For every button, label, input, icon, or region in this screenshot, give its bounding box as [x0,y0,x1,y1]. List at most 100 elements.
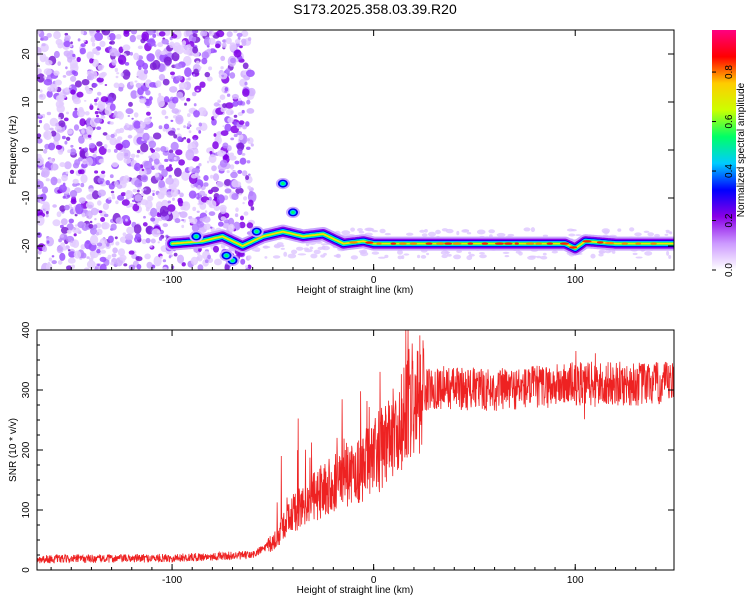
spectrogram-noise-blob [246,69,255,78]
spectrogram-noise-blob [163,123,170,130]
spectrogram-noise-blob [143,69,148,75]
spectrogram-noise-blob [536,255,542,259]
spectrogram-noise-blob [379,228,386,234]
spectrogram-noise-blob [210,226,213,229]
spectrogram-noise-blob [64,140,68,145]
spectrogram-noise-blob [185,149,195,161]
spectrogram-noise-blob [97,263,100,267]
spectrogram-noise-blob [97,91,102,96]
spectrogram-noise-blob [194,85,202,93]
spectrogram-noise-blob [83,267,90,270]
spectrogram-noise-blob [100,96,109,103]
spectrogram-noise-blob [75,203,84,215]
spectrogram-noise-blob [227,117,234,124]
spectrogram-noise-blob [248,190,254,197]
spectrogram-noise-blob [117,54,127,65]
spectrogram-noise-blob [217,182,224,187]
spectrogram-noise-blob [397,255,403,260]
spectrogram-noise-blob [64,204,70,211]
spectrogram-noise-blob [122,44,131,51]
spectrogram-noise-blob [74,224,78,227]
spectrogram-noise-blob [182,201,189,207]
spectrogram-noise-blob [111,253,117,258]
spectrogram-noise-blob [196,251,200,256]
spectrogram-background [37,30,674,270]
spectrogram-noise-blob [73,98,81,105]
spectrogram-noise-blob [98,158,105,164]
spectrogram-noise-blob [51,255,55,258]
spectrogram-noise-blob [139,98,147,104]
spectrogram-noise-blob [191,91,197,97]
spectrogram-noise-blob [199,224,203,227]
spectrogram-noise-blob [99,263,107,270]
spectrogram-noise-blob [397,250,403,255]
spectrogram-noise-blob [47,261,51,265]
spectrogram-noise-blob [104,84,108,86]
spectrogram-noise-blob [94,117,103,124]
spectrogram-noise-blob [224,179,232,186]
spectrogram-noise-blob [169,41,175,49]
spectrogram-noise-blob [568,233,576,237]
spectrogram-noise-blob [97,200,102,206]
spectrogram-noise-blob [78,157,83,162]
spectrogram-noise-blob [237,112,244,116]
spectrogram-ridge-peak [467,242,474,245]
spectrogram-noise-blob [77,221,85,229]
spectrogram-noise-blob [89,103,93,106]
spectrogram-noise-blob [540,255,548,260]
spectrogram-noise-blob [195,60,200,65]
spectrogram-noise-blob [146,53,155,62]
spectrogram-noise-blob [158,125,163,130]
spectrogram-noise-blob [151,228,161,237]
colorbar-tick-label: 0.8 [724,65,735,79]
spectrogram-noise-blob [250,143,254,147]
spectrogram-noise-blob [167,204,176,212]
spectrogram-noise-blob [629,227,635,232]
spectrogram-noise-blob [180,206,186,211]
spectrogram-noise-blob [108,33,116,41]
spectrogram-ridge-peak [650,242,657,245]
spectrogram-noise-blob [175,44,184,55]
colorbar: 0.0 0.2 0.4 0.6 0.8 Normalized spectral ampl… [712,30,747,277]
snr-x-tick-label: 100 [567,575,584,586]
spectrogram-noise-blob [147,39,156,47]
spectrogram-noise-blob [136,264,142,270]
spectrogram-noise-blob [83,147,89,152]
spectrogram-noise-blob [141,188,145,192]
spectrogram-noise-blob [237,169,243,174]
spectrogram-noise-blob [245,175,250,181]
spectrogram-noise-blob [96,249,101,254]
spectrogram-noise-blob [206,76,213,82]
spectrogram-noise-blob [242,170,248,177]
spectrogram-noise-blob [220,216,226,221]
spectrogram-noise-blob [106,242,110,247]
snr-series-line [37,330,674,564]
spectrogram-noise-blob [530,227,536,233]
spectrogram-noise-blob [174,167,182,177]
spectrogram-noise-blob [264,256,268,259]
spectrogram-noise-blob [217,103,221,106]
spectrogram-noise-blob [130,90,138,99]
spectrogram-noise-blob [220,107,226,113]
spectrogram-noise-blob [88,142,96,149]
spectrogram-noise-blob [127,115,131,117]
spectrogram-noise-blob [46,210,49,215]
spectrogram-noise-blob [56,104,65,113]
spectrogram-noise-blob [72,227,81,234]
spectrogram-noise-blob [601,228,610,234]
spectrogram-noise-blob [644,251,653,256]
spectrogram-noise-blob [109,174,114,179]
spectrogram-noise-blob [229,164,235,170]
spectrogram-noise-blob [225,68,231,74]
spectrogram-noise-blob [69,190,78,198]
spectrogram-noise-blob [213,115,217,120]
spectrogram-noise-blob [183,125,187,129]
spectrogram-noise-blob [170,141,179,151]
spectrogram-noise-blob [92,190,100,200]
spectrogram-noise-blob [219,204,227,212]
spectrogram-noise-blob [46,240,50,244]
spectrogram-noise-blob [69,59,78,69]
spectrogram-noise-blob [133,112,139,118]
spectrogram-noise-blob [157,42,164,48]
spectrogram-noise-blob [371,251,380,255]
